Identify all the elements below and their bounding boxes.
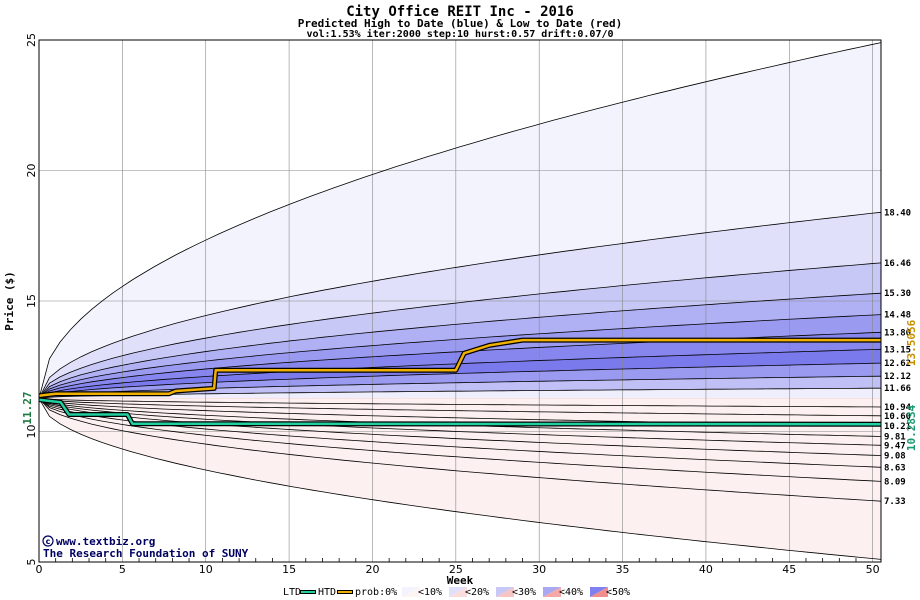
y-axis-label: Price ($)	[3, 271, 16, 331]
y-tick-label: 25	[25, 33, 38, 47]
x-tick-labels: 0 5 10 15 20 25 30 35 40 45 50	[36, 563, 880, 576]
upper-contour-1	[38, 211, 882, 399]
level-label: 12.62	[884, 359, 911, 369]
lower-contour-9	[38, 398, 882, 560]
legend-item-label: <10%	[418, 587, 442, 598]
upper-contour-3	[38, 292, 882, 399]
level-label: 8.63	[884, 463, 906, 473]
lower-contour-1	[38, 398, 882, 417]
x-tick-label: 10	[199, 563, 213, 576]
level-label: 18.40	[884, 208, 911, 218]
legend-item-label: <30%	[512, 587, 536, 598]
upper-contour-2	[38, 262, 882, 399]
y-tick-label: 15	[25, 294, 38, 308]
upper-contour-9	[38, 387, 881, 399]
level-label: 10.21	[884, 422, 911, 432]
level-label: 16.46	[884, 259, 911, 269]
x-tick-label: 35	[616, 563, 630, 576]
legend-item-label: <20%	[465, 587, 489, 598]
high-to-date-label: 13.5056	[905, 319, 918, 366]
series-lines	[38, 42, 882, 560]
upper-band-9	[39, 388, 881, 399]
x-tick-label: 5	[119, 563, 126, 576]
x-tick-label: 40	[699, 563, 713, 576]
credit-site: www.textbiz.org	[56, 535, 155, 548]
level-label: 11.66	[884, 384, 911, 394]
x-tick-label: 25	[449, 563, 463, 576]
x-tick-label: 0	[36, 563, 43, 576]
legend-prob-label: prob:0%	[355, 587, 397, 598]
chart-title: City Office REIT Inc - 2016	[346, 4, 574, 20]
x-axis-label: Week	[447, 574, 474, 587]
lower-contour-7	[38, 398, 882, 482]
legend-swatch-red	[402, 587, 420, 597]
legend-swatch-red	[496, 587, 514, 597]
y-tick-labels: 5 10 15 20 25	[25, 33, 38, 566]
chart-params: vol:1.53% iter:2000 step:10 hurst:0.57 d…	[306, 28, 613, 40]
plot-frame	[38, 39, 882, 563]
upper-contour-4	[38, 314, 882, 399]
legend-swatch-red	[449, 587, 467, 597]
legend-htd-label: HTD	[318, 587, 336, 598]
level-label: 15.30	[884, 289, 911, 299]
right-level-labels: 18.40 16.46 15.30 14.48 13.80 13.15 12.62 12.12…	[884, 208, 912, 507]
upper-contour-0	[38, 42, 882, 399]
lower-contour-4	[38, 398, 882, 446]
x-tick-label: 50	[866, 563, 880, 576]
y-tick-label: 5	[25, 559, 38, 566]
credits: c www.textbiz.org The Research Foundatio…	[42, 535, 249, 560]
level-label: 9.81	[884, 433, 906, 443]
level-label: 10.60	[884, 412, 911, 422]
level-label: 13.80	[884, 328, 911, 338]
y-tick-label: 10	[25, 425, 38, 439]
level-label: 8.09	[884, 477, 906, 487]
y-tick-label: 20	[25, 164, 38, 178]
chart-subtitle: Predicted High to Date (blue) & Low to D…	[298, 17, 623, 30]
upper-contour-7	[38, 362, 882, 399]
copyright-icon	[42, 535, 54, 547]
x-tick-label: 45	[782, 563, 796, 576]
credit-org: The Research Foundation of SUNY	[43, 547, 249, 560]
x-tick-label: 20	[365, 563, 379, 576]
legend-ltd-label: LTD	[283, 587, 301, 598]
legend-item-label: <50%	[606, 587, 630, 598]
x-tick-label: 30	[532, 563, 546, 576]
level-label: 10.94	[884, 403, 912, 413]
level-label: 14.48	[884, 311, 911, 321]
legend-item-label: <40%	[559, 587, 583, 598]
lower-contour-6	[38, 398, 882, 468]
level-label: 12.12	[884, 372, 911, 382]
level-label: 9.08	[884, 452, 906, 462]
lower-contour-8	[38, 398, 882, 502]
legend: LTD HTD prob:0% <10% <20% <30% <40% <50%	[283, 587, 630, 598]
level-label: 9.47	[884, 441, 906, 451]
htd-line	[38, 338, 881, 397]
lower-contour-0	[38, 398, 882, 408]
x-tick-label: 15	[282, 563, 296, 576]
ltd-line	[38, 398, 882, 426]
start-price-label: 11.27	[21, 391, 34, 424]
copyright-glyph: c	[46, 537, 51, 546]
level-label: 7.33	[884, 497, 906, 507]
low-to-date-label: 10.2834	[905, 404, 918, 451]
legend-swatch-red	[590, 587, 608, 597]
level-label: 13.15	[884, 345, 911, 355]
legend-swatch-red	[543, 587, 561, 597]
